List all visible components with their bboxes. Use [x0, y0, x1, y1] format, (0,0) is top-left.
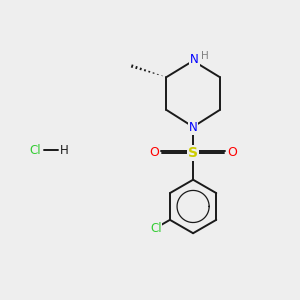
Text: O: O — [227, 146, 237, 160]
Text: H: H — [59, 143, 68, 157]
Text: O: O — [149, 146, 159, 160]
Text: H: H — [200, 51, 208, 62]
Text: Cl: Cl — [150, 221, 162, 235]
Text: N: N — [190, 53, 199, 66]
Text: S: S — [188, 146, 198, 160]
Text: Cl: Cl — [30, 143, 41, 157]
Text: N: N — [189, 121, 197, 134]
